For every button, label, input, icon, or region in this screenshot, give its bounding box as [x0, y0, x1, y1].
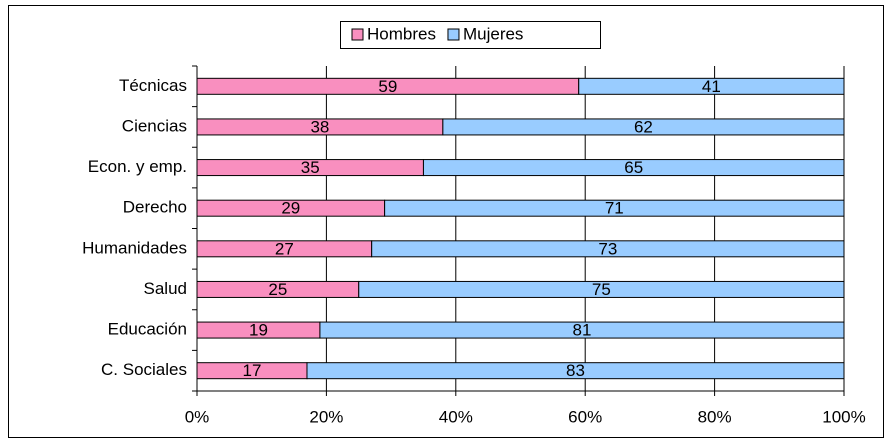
x-tick-label: 20%	[309, 407, 343, 426]
legend-box	[340, 21, 601, 49]
y-tick-label: Humanidades	[82, 238, 187, 257]
bar-segment	[319, 321, 845, 339]
bar-segment	[371, 240, 845, 258]
legend-swatch	[351, 28, 364, 41]
data-label: 41	[702, 77, 721, 96]
data-label: 81	[573, 321, 592, 340]
legend-swatch	[447, 28, 460, 41]
x-tick-label: 80%	[698, 407, 732, 426]
bar-segment	[306, 362, 845, 380]
bar-segment	[422, 159, 845, 177]
y-tick-label: Técnicas	[119, 76, 187, 95]
x-tick-label: 40%	[439, 407, 473, 426]
y-tick-label: Derecho	[123, 198, 187, 217]
data-label: 25	[268, 280, 287, 299]
data-label: 38	[310, 117, 329, 136]
x-tick-label: 100%	[822, 407, 865, 426]
data-label: 65	[624, 158, 643, 177]
bar-segment	[358, 280, 845, 298]
y-tick-label: Econ. y emp.	[88, 157, 187, 176]
data-label: 17	[243, 361, 262, 380]
data-label: 83	[566, 361, 585, 380]
bar-segment	[578, 77, 845, 95]
data-label: 75	[592, 280, 611, 299]
y-tick-label: Ciencias	[122, 116, 187, 135]
data-label: 29	[281, 199, 300, 218]
data-label: 62	[634, 117, 653, 136]
x-tick-label: 60%	[568, 407, 602, 426]
data-label: 59	[378, 77, 397, 96]
y-tick-label: Salud	[144, 279, 187, 298]
data-label: 73	[598, 239, 617, 258]
bar-segment	[442, 118, 845, 136]
x-tick-label: 0%	[185, 407, 210, 426]
data-label: 27	[275, 239, 294, 258]
data-label: 71	[605, 199, 624, 218]
legend-label: Hombres	[367, 24, 436, 43]
data-label: 19	[249, 321, 268, 340]
bar-segment	[384, 199, 845, 217]
legend-label: Mujeres	[463, 24, 523, 43]
y-tick-label: Educación	[108, 320, 187, 339]
y-tick-label: C. Sociales	[101, 360, 187, 379]
data-label: 35	[301, 158, 320, 177]
